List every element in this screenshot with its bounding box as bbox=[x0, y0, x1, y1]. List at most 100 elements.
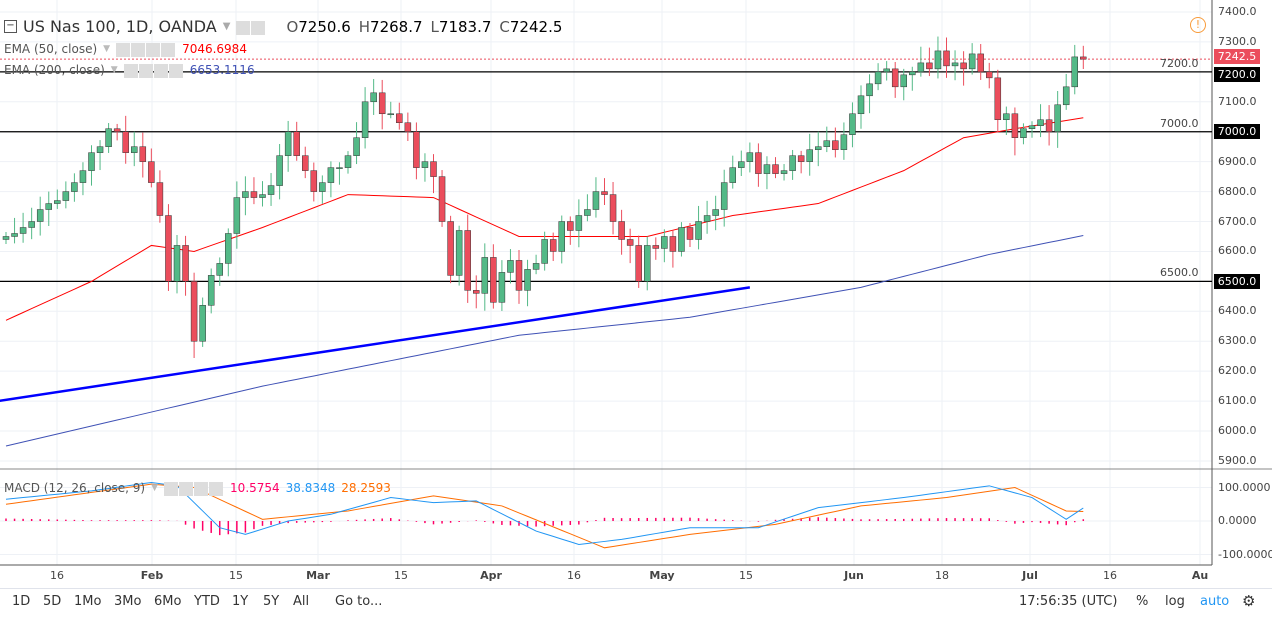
macd-value: 38.8348 bbox=[285, 481, 336, 496]
candle bbox=[626, 239, 634, 246]
range-5y[interactable]: 5Y bbox=[263, 594, 280, 609]
symbol-title[interactable]: US Nas 100, 1D, OANDA bbox=[23, 17, 217, 36]
candle bbox=[866, 83, 873, 97]
candle bbox=[934, 50, 942, 70]
candle bbox=[541, 239, 548, 264]
gear-icon[interactable] bbox=[131, 42, 146, 57]
candle bbox=[430, 161, 437, 177]
close-icon[interactable] bbox=[168, 63, 183, 78]
macd-signal-value: 28.2593 bbox=[341, 481, 391, 496]
eye-icon[interactable] bbox=[116, 42, 131, 57]
candle bbox=[293, 131, 300, 156]
close-icon[interactable] bbox=[209, 481, 224, 496]
candle bbox=[490, 257, 497, 303]
eye-icon[interactable] bbox=[123, 63, 138, 78]
candle bbox=[823, 140, 831, 147]
range-1d[interactable]: 1D bbox=[12, 594, 31, 609]
price-axis-tick: 7100.0 bbox=[1218, 94, 1257, 108]
price-axis-tick: 6100.0 bbox=[1218, 394, 1257, 408]
candle bbox=[105, 128, 112, 147]
candle bbox=[832, 140, 839, 150]
price-axis-tick: 6000.0 bbox=[1218, 424, 1257, 438]
ema200-label[interactable]: EMA (200, close) bbox=[4, 63, 105, 78]
plus-icon[interactable] bbox=[194, 481, 209, 496]
percent-toggle[interactable]: % bbox=[1136, 594, 1149, 609]
candle bbox=[815, 146, 822, 150]
candle bbox=[250, 191, 258, 198]
date-axis-tick: 15 bbox=[229, 569, 243, 582]
candle bbox=[592, 191, 600, 210]
candle bbox=[2, 236, 10, 240]
range-5d[interactable]: 5D bbox=[43, 594, 62, 609]
ema200-value: 6653.1116 bbox=[189, 63, 255, 78]
date-axis-tick: 15 bbox=[739, 569, 753, 582]
plus-icon[interactable] bbox=[153, 63, 168, 78]
candle bbox=[259, 194, 266, 198]
range-6mo[interactable]: 6Mo bbox=[154, 594, 182, 609]
date-axis-tick: Apr bbox=[480, 569, 502, 582]
log-toggle[interactable]: log bbox=[1165, 594, 1185, 609]
eye-icon[interactable] bbox=[236, 20, 251, 35]
gear-icon[interactable] bbox=[251, 20, 266, 35]
candle bbox=[387, 113, 394, 116]
go-to-button[interactable]: Go to... bbox=[335, 594, 383, 609]
chevron-down-icon[interactable]: ▼ bbox=[222, 21, 231, 32]
gear-icon[interactable] bbox=[138, 63, 153, 78]
price-axis-tick: 7000.0 bbox=[1160, 116, 1199, 130]
date-axis-tick: Jun bbox=[844, 569, 864, 582]
candle bbox=[507, 260, 514, 273]
candle bbox=[678, 227, 685, 252]
chevron-down-icon[interactable]: ▼ bbox=[151, 483, 159, 494]
gear-icon[interactable] bbox=[179, 481, 194, 496]
eye-icon[interactable] bbox=[164, 481, 179, 496]
range-3mo[interactable]: 3Mo bbox=[114, 594, 142, 609]
candle bbox=[703, 215, 711, 222]
candle bbox=[464, 230, 471, 291]
chart-legend: − US Nas 100, 1D, OANDA ▼ O7250.6 H7268.7… bbox=[4, 17, 562, 36]
candle bbox=[413, 131, 420, 168]
collapse-icon[interactable]: − bbox=[4, 20, 17, 33]
auto-toggle[interactable]: auto bbox=[1200, 594, 1230, 609]
candle bbox=[156, 182, 164, 216]
price-axis-tick: 7300.0 bbox=[1218, 34, 1257, 48]
candle bbox=[797, 155, 805, 162]
candle bbox=[524, 269, 531, 291]
price-axis-tick: 6400.0 bbox=[1218, 304, 1257, 318]
candle bbox=[1071, 56, 1078, 88]
level-tag: 7200.0 bbox=[1214, 67, 1260, 82]
candle bbox=[609, 194, 617, 222]
price-axis-tick: 6800.0 bbox=[1218, 184, 1257, 198]
plus-icon[interactable] bbox=[146, 42, 161, 57]
candle bbox=[276, 155, 283, 186]
candle bbox=[310, 170, 318, 192]
chevron-down-icon[interactable]: ▼ bbox=[103, 44, 111, 55]
candle bbox=[438, 176, 446, 222]
candle bbox=[772, 164, 779, 174]
alert-icon[interactable]: ! bbox=[1190, 17, 1206, 33]
range-1y[interactable]: 1Y bbox=[232, 594, 249, 609]
candle bbox=[139, 146, 147, 162]
range-1mo[interactable]: 1Mo bbox=[74, 594, 102, 609]
clock: 17:56:35 (UTC) bbox=[1019, 594, 1118, 609]
macd-label[interactable]: MACD (12, 26, close, 9) bbox=[4, 481, 146, 496]
candle bbox=[45, 203, 52, 210]
candle bbox=[207, 275, 215, 306]
chevron-down-icon[interactable]: ▼ bbox=[110, 65, 118, 76]
candle bbox=[404, 122, 412, 132]
price-axis-tick: 7200.0 bbox=[1160, 56, 1199, 70]
range-all[interactable]: All bbox=[293, 594, 310, 609]
candle bbox=[960, 62, 967, 70]
price-axis-tick: 6300.0 bbox=[1218, 334, 1257, 348]
candle bbox=[780, 170, 788, 174]
price-axis-tick: 7400.0 bbox=[1218, 5, 1257, 18]
candle bbox=[378, 92, 386, 115]
trend-line bbox=[0, 286, 751, 402]
close-icon[interactable] bbox=[161, 42, 176, 57]
gear-icon[interactable]: ⚙ bbox=[1242, 592, 1256, 610]
candle bbox=[874, 71, 882, 85]
ema200-legend: EMA (200, close) ▼ 6653.1116 bbox=[4, 63, 255, 78]
range-ytd[interactable]: YTD bbox=[194, 594, 220, 609]
candle bbox=[344, 155, 352, 168]
ema50-label[interactable]: EMA (50, close) bbox=[4, 42, 98, 57]
